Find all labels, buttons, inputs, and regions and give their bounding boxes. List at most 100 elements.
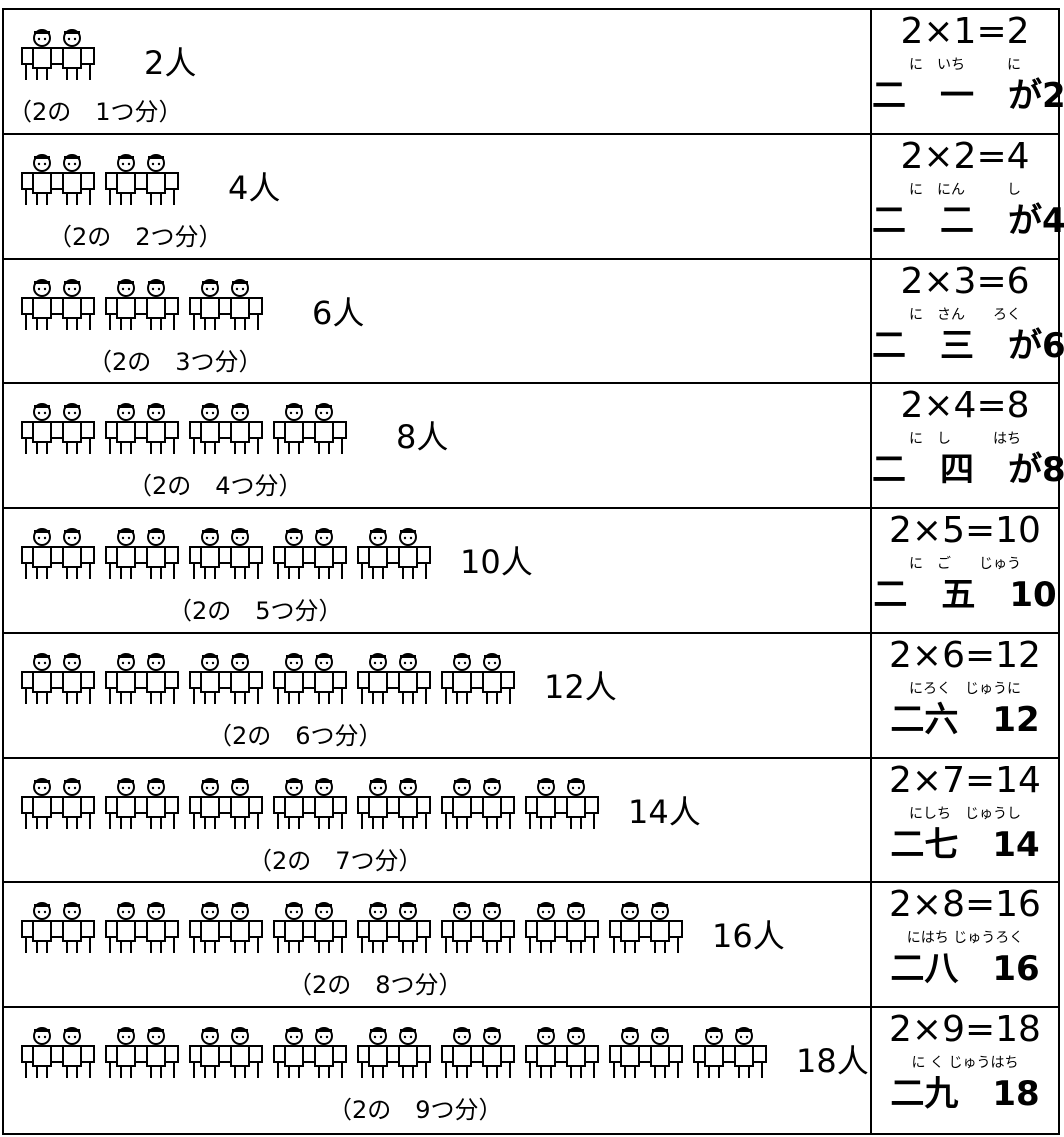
- table-row: 14人 （2の 7つ分） 2×7=14 にしち じゅうし二七 14: [4, 758, 1058, 884]
- kanji-reading: 二六 12: [890, 699, 1040, 740]
- count-label: 2人: [144, 44, 197, 82]
- equation: 2×2=4: [900, 135, 1030, 177]
- reading: に く じゅうはち: [911, 1055, 1019, 1072]
- equation: 2×1=2: [900, 11, 1030, 52]
- table-row: 8人 （2の 4つ分） 2×4=8 に し はち二 四 が8: [4, 384, 1064, 510]
- reading: にはち じゅうろく: [906, 930, 1024, 947]
- bench-icon: [20, 1026, 96, 1080]
- count-label: 14人: [628, 792, 701, 831]
- equation: 2×4=8: [900, 385, 1030, 427]
- bench-icon: [356, 777, 432, 831]
- kanji-reading: 二 二 が4: [872, 200, 1064, 241]
- equation: 2×5=10: [889, 510, 1041, 552]
- group-label: （2の 7つ分）: [248, 846, 423, 875]
- equation: 2×6=12: [889, 634, 1041, 676]
- bench-icon: [356, 901, 432, 955]
- bench-icon: [608, 1026, 684, 1080]
- reading: にしち じゅうし: [909, 805, 1021, 822]
- table-row: 12人 （2の 6つ分） 2×6=12 にろく じゅうに二六 12: [4, 633, 1058, 759]
- group-label: （2の 5つ分）: [168, 597, 343, 626]
- group-label: （2の 9つ分）: [328, 1096, 503, 1125]
- reading: に にん し: [909, 181, 1021, 198]
- bench-icon: [356, 652, 432, 706]
- reading: に し はち: [909, 431, 1021, 448]
- bench-icon: [104, 527, 180, 581]
- kanji-reading: 二 五 10: [873, 575, 1057, 616]
- bench-icon: [272, 1026, 348, 1080]
- bench-icon: [104, 777, 180, 831]
- equation-cell: 2×8=16 にはち じゅうろく二八 16: [872, 883, 1058, 1006]
- bench-icon: [20, 402, 96, 456]
- bench-icon: [272, 527, 348, 581]
- bench-icon: [524, 901, 600, 955]
- equation-cell: 2×1=2 に いち に二 一 が2: [872, 10, 1064, 133]
- picture-cell: 16人 （2の 8つ分）: [4, 883, 872, 1007]
- group-label: （2の 4つ分）: [128, 472, 303, 501]
- bench-icon: [104, 278, 180, 332]
- bench-icon: [20, 652, 96, 706]
- bench-icon: [440, 777, 516, 831]
- bench-icon: [188, 527, 264, 581]
- kanji-reading: 二 三 が6: [872, 325, 1064, 366]
- bench-icon: [188, 278, 264, 332]
- equation: 2×3=6: [900, 260, 1030, 302]
- bench-icon: [608, 901, 684, 955]
- bench-icon: [356, 527, 432, 581]
- bench-icon: [104, 901, 180, 955]
- bench-icon: [692, 1026, 768, 1080]
- bench-icon: [272, 402, 348, 456]
- equation: 2×9=18: [889, 1009, 1041, 1051]
- reading: に ご じゅう: [909, 556, 1021, 573]
- kanji-reading: 二八 16: [890, 949, 1040, 990]
- table-row: 2人 （2の 1つ分） 2×1=2 に いち に二 一 が2: [4, 10, 1064, 135]
- bench-icon: [104, 1026, 180, 1080]
- group-label: （2の 1つ分）: [8, 98, 183, 126]
- table-row: 6人 （2の 3つ分） 2×3=6 に さん ろく二 三 が6: [4, 259, 1064, 385]
- count-label: 18人: [796, 1042, 869, 1081]
- count-label: 4人: [228, 168, 281, 207]
- bench-icon: [188, 777, 264, 831]
- equation: 2×8=16: [889, 884, 1041, 926]
- kanji-reading: 二 四 が8: [872, 450, 1064, 491]
- bench-icon: [524, 1026, 600, 1080]
- group-label: （2の 2つ分）: [48, 222, 223, 251]
- equation-cell: 2×6=12 にろく じゅうに二六 12: [872, 634, 1058, 757]
- count-label: 8人: [396, 418, 449, 457]
- bench-icon: [188, 402, 264, 456]
- table-row: 16人 （2の 8つ分） 2×8=16 にはち じゅうろく二八 16: [4, 883, 1058, 1009]
- bench-icon: [104, 652, 180, 706]
- kanji-reading: 二 一 が2: [872, 76, 1064, 116]
- bench-icon: [20, 901, 96, 955]
- count-label: 10人: [460, 543, 533, 582]
- table-row: 18人 （2の 9つ分） 2×9=18 に く じゅうはち 二九 18: [4, 1008, 1058, 1133]
- reading: に いち に: [909, 57, 1021, 73]
- bench-icon: [20, 153, 96, 207]
- equation-cell: 2×5=10 に ご じゅう二 五 10: [872, 509, 1058, 632]
- bench-icon: [188, 652, 264, 706]
- equation-cell: 2×9=18 に く じゅうはち 二九 18: [872, 1008, 1058, 1133]
- kanji-reading: 二七 14: [890, 824, 1040, 865]
- bench-icon: [104, 402, 180, 456]
- bench-icon: [188, 901, 264, 955]
- reading: にろく じゅうに: [909, 680, 1021, 697]
- bench-icon: [20, 527, 96, 581]
- table-row: 4人 （2の 2つ分） 2×2=4 に にん し二 二 が4: [4, 134, 1064, 260]
- bench-icon: [440, 901, 516, 955]
- bench-icon: [20, 777, 96, 831]
- reading: に さん ろく: [909, 306, 1021, 323]
- count-label: 6人: [312, 293, 365, 332]
- picture-cell: 2人 （2の 1つ分）: [4, 10, 872, 133]
- picture-cell: 10人 （2の 5つ分）: [4, 509, 872, 632]
- bench-icon: [272, 652, 348, 706]
- bench-icon: [20, 28, 96, 82]
- equation: 2×7=14: [889, 759, 1041, 801]
- bench-icon: [440, 1026, 516, 1080]
- equation-cell: 2×2=4 に にん し二 二 が4: [872, 135, 1064, 258]
- count-label: 12人: [544, 667, 617, 706]
- equation-cell: 2×7=14 にしち じゅうし二七 14: [872, 759, 1058, 882]
- bench-icon: [524, 777, 600, 831]
- picture-cell: 4人 （2の 2つ分）: [4, 134, 872, 258]
- group-label: （2の 3つ分）: [88, 347, 263, 376]
- picture-cell: 12人 （2の 6つ分）: [4, 633, 872, 757]
- group-label: （2の 8つ分）: [288, 971, 463, 1000]
